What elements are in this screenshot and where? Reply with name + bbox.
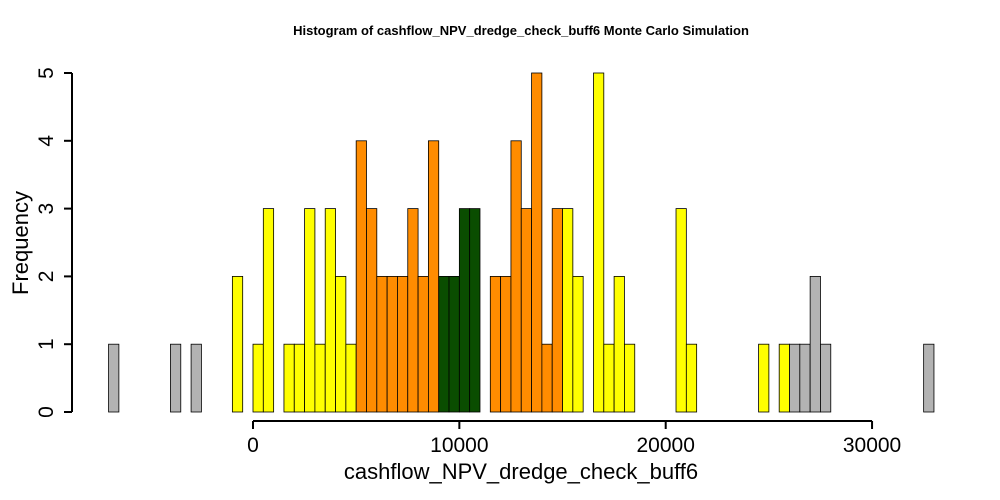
histogram-bar bbox=[603, 343, 615, 413]
x-axis: 0 10000 20000 30000 bbox=[247, 420, 901, 457]
histogram-bar bbox=[293, 343, 305, 413]
histogram-bar bbox=[500, 275, 512, 413]
x-tick-label: 0 bbox=[247, 434, 259, 457]
histogram-bar bbox=[386, 275, 398, 413]
y-axis: 0 1 2 3 4 5 bbox=[35, 67, 73, 418]
x-tick-label: 10000 bbox=[430, 434, 488, 457]
histogram-bar bbox=[809, 275, 821, 413]
histogram-bar bbox=[551, 208, 563, 413]
histogram-bar bbox=[685, 343, 698, 413]
histogram-bar bbox=[231, 275, 244, 413]
histogram-bar bbox=[407, 208, 419, 413]
y-tick-label: 2 bbox=[35, 271, 58, 283]
histogram-bar bbox=[355, 140, 367, 413]
histogram-bar bbox=[531, 72, 543, 413]
histogram-bar bbox=[252, 343, 264, 413]
histogram-bar bbox=[262, 208, 275, 413]
y-tick-label: 5 bbox=[35, 67, 58, 79]
histogram-bar bbox=[427, 140, 440, 413]
histogram-bar bbox=[572, 275, 584, 413]
histogram-bar bbox=[190, 343, 202, 413]
histogram-bar bbox=[283, 343, 295, 413]
histogram-bar bbox=[789, 343, 801, 413]
x-tick-label: 20000 bbox=[636, 434, 694, 457]
histogram-bar bbox=[593, 72, 605, 413]
y-axis-label: Frequency bbox=[8, 191, 33, 295]
histogram-bar bbox=[335, 275, 347, 413]
histogram-bar bbox=[170, 343, 182, 413]
histogram-bar bbox=[923, 343, 935, 413]
histogram-bar bbox=[624, 343, 636, 413]
histogram-bar bbox=[675, 208, 687, 413]
x-tick-label: 30000 bbox=[843, 434, 901, 457]
histogram-bar bbox=[448, 275, 460, 413]
histogram-bar bbox=[376, 275, 388, 413]
histogram-bar bbox=[489, 275, 502, 413]
histogram-bar bbox=[758, 343, 770, 413]
histogram-bar bbox=[397, 275, 409, 413]
histogram-bar bbox=[562, 208, 574, 413]
histogram-bars bbox=[108, 72, 935, 413]
histogram-bar bbox=[417, 275, 429, 413]
y-tick-label: 4 bbox=[35, 135, 58, 147]
histogram-bar bbox=[469, 208, 481, 413]
histogram-bar bbox=[541, 343, 553, 413]
histogram-bar bbox=[510, 140, 522, 413]
y-tick-label: 1 bbox=[35, 338, 58, 350]
histogram-bar bbox=[613, 275, 625, 413]
histogram-bar bbox=[458, 208, 471, 413]
y-tick-label: 3 bbox=[35, 203, 58, 215]
histogram-bar bbox=[778, 343, 790, 413]
histogram-bar bbox=[314, 343, 326, 413]
chart-title: Histogram of cashflow_NPV_dredge_check_b… bbox=[293, 23, 749, 38]
histogram-bar bbox=[345, 343, 357, 413]
histogram-bar bbox=[820, 343, 832, 413]
x-axis-label: cashflow_NPV_dredge_check_buff6 bbox=[344, 459, 698, 484]
histogram-bar bbox=[366, 208, 378, 413]
histogram-bar bbox=[799, 343, 811, 413]
histogram-bar bbox=[304, 208, 316, 413]
histogram-bar bbox=[108, 343, 120, 413]
y-tick-label: 0 bbox=[35, 406, 58, 418]
histogram-bar bbox=[520, 208, 532, 413]
histogram-bar bbox=[324, 208, 336, 413]
histogram-bar bbox=[438, 275, 450, 413]
